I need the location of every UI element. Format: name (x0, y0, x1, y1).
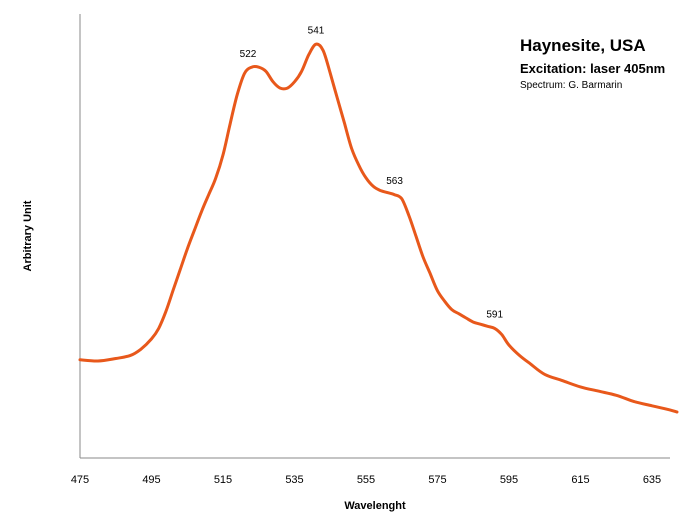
x-tick-label: 615 (571, 474, 589, 486)
x-tick-label: 575 (428, 474, 446, 486)
peak-label: 591 (486, 310, 503, 321)
x-tick-label: 535 (285, 474, 303, 486)
chart-subtitle: Excitation: laser 405nm (520, 61, 666, 76)
x-tick-label: 515 (214, 474, 232, 486)
chart-credit: Spectrum: G. Barmarin (520, 80, 623, 91)
x-tick-labels: 475 495 515 535 555 575 595 615 635 (71, 474, 661, 486)
x-tick-label: 495 (142, 474, 160, 486)
x-tick-label: 635 (643, 474, 661, 486)
y-axis-title: Arbitrary Unit (22, 200, 34, 271)
x-tick-label: 595 (500, 474, 518, 486)
x-tick-label: 475 (71, 474, 89, 486)
series-line (78, 42, 679, 414)
peak-label: 563 (386, 176, 403, 187)
x-axis-title: Wavelenght (344, 500, 406, 512)
peak-label: 541 (308, 25, 325, 36)
chart-axes (79, 14, 670, 459)
chart-title: Haynesite, USA (520, 36, 646, 55)
peak-label: 522 (240, 49, 257, 60)
peak-labels: 522 541 563 591 (240, 25, 504, 320)
x-tick-label: 555 (357, 474, 375, 486)
